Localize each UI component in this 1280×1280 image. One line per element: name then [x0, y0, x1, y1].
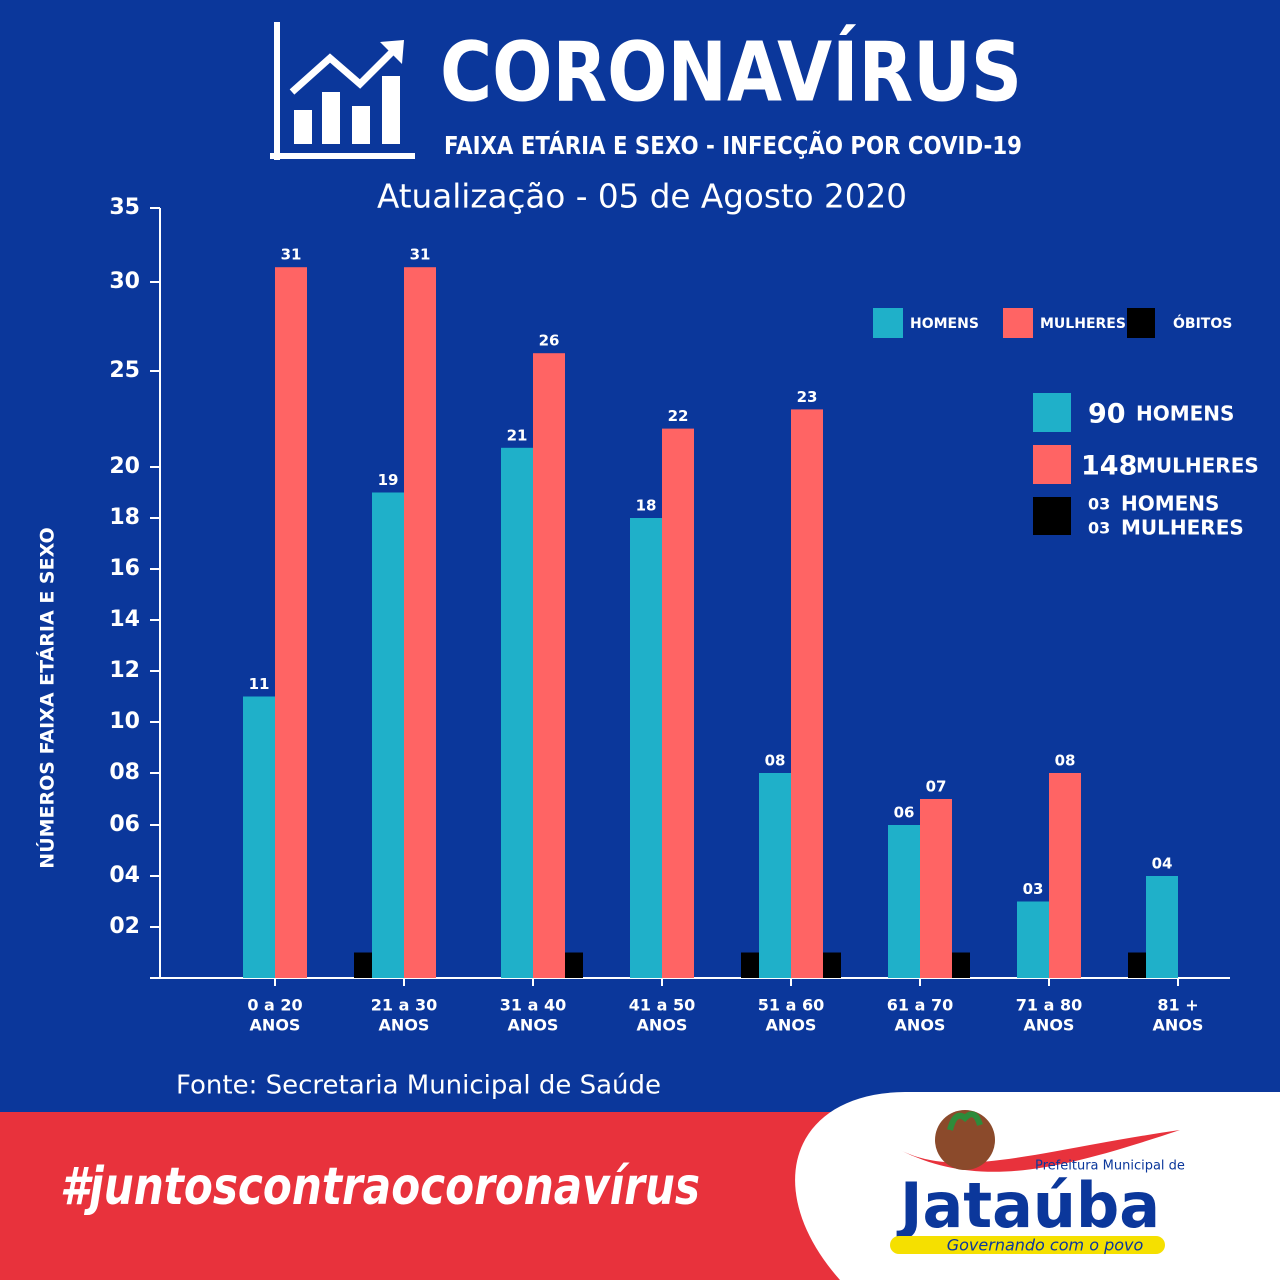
bar-value-label: 18	[636, 497, 657, 515]
x-tick-label: 21 a 30	[371, 996, 437, 1015]
summary-label: HOMENS	[1136, 402, 1234, 426]
bar-value-label: 08	[1055, 752, 1076, 770]
y-tick-label: 30	[109, 269, 140, 294]
bar-value-label: 23	[797, 388, 818, 406]
x-tick-label: ANOS	[895, 1016, 946, 1035]
bar	[662, 428, 694, 979]
deaths-label: HOMENS	[1121, 492, 1219, 516]
subtitle: FAIXA ETÁRIA E SEXO - INFECÇÃO POR COVID…	[444, 131, 1022, 160]
y-tick-label: 16	[109, 556, 140, 581]
bar	[952, 952, 970, 978]
header-icon	[270, 22, 415, 160]
logo-slogan: Governando com o povo	[947, 1236, 1144, 1255]
y-axis-label: NÚMEROS FAIXA ETÁRIA E SEXO	[35, 527, 59, 868]
y-tick-label: 10	[109, 709, 140, 734]
summary-swatch	[1033, 393, 1071, 432]
x-tick-label: 41 a 50	[629, 996, 695, 1015]
summary-swatch	[1033, 497, 1071, 535]
x-tick-label: 0 a 20	[247, 996, 302, 1015]
y-tick-label: 04	[109, 863, 140, 888]
bar	[823, 952, 841, 978]
legend-label: MULHERES	[1040, 316, 1126, 332]
bar-value-label: 31	[410, 246, 431, 264]
bar	[354, 952, 372, 978]
bar-value-label: 21	[507, 426, 528, 444]
bar	[888, 825, 920, 978]
y-tick-label: 35	[109, 195, 140, 220]
summary-count: 90	[1088, 399, 1126, 430]
x-tick-label: ANOS	[250, 1016, 301, 1035]
hashtag: #juntoscontraocoronavírus	[60, 1157, 700, 1217]
logo-emblem	[900, 1110, 1180, 1172]
legend-swatch	[1003, 308, 1033, 338]
deaths-count: 03	[1088, 495, 1110, 514]
title: CORONAVÍRUS	[440, 24, 1022, 120]
x-tick-label: ANOS	[766, 1016, 817, 1035]
y-tick-label: 14	[109, 607, 140, 632]
y-tick-label: 02	[109, 914, 140, 939]
bar	[243, 696, 275, 978]
bar-value-label: 19	[378, 471, 399, 489]
x-tick-label: ANOS	[637, 1016, 688, 1035]
bar	[741, 952, 759, 978]
x-tick-label: ANOS	[1153, 1016, 1204, 1035]
legend-swatch	[1127, 308, 1155, 338]
bar-value-label: 06	[894, 804, 915, 822]
source: Fonte: Secretaria Municipal de Saúde	[176, 1071, 661, 1101]
bar	[1146, 876, 1178, 978]
x-tick-label: ANOS	[508, 1016, 559, 1035]
deaths-label: MULHERES	[1121, 516, 1244, 540]
bar	[372, 492, 404, 978]
legend-swatch	[873, 308, 903, 338]
bar	[1128, 952, 1146, 978]
update-date: Atualização - 05 de Agosto 2020	[377, 177, 907, 216]
bar-value-label: 03	[1023, 880, 1044, 898]
x-tick-label: 71 a 80	[1016, 996, 1082, 1015]
bar	[1017, 901, 1049, 978]
y-tick-label: 25	[109, 358, 140, 383]
legend-label: ÓBITOS	[1173, 314, 1232, 332]
bar	[404, 267, 436, 978]
bar	[533, 353, 565, 978]
bar-value-label: 26	[539, 332, 560, 350]
bar	[275, 267, 307, 978]
deaths-count: 03	[1088, 519, 1110, 538]
y-tick-label: 06	[109, 812, 140, 837]
logo-name: Jataúba	[896, 1169, 1160, 1242]
bar-value-label: 31	[281, 246, 302, 264]
x-tick-label: 61 a 70	[887, 996, 953, 1015]
bar	[759, 773, 791, 978]
logo-panel	[795, 1092, 1280, 1280]
bar-value-label: 11	[249, 675, 270, 693]
summary-swatch	[1033, 445, 1071, 484]
bar	[501, 447, 533, 978]
summary-label: MULHERES	[1136, 454, 1259, 478]
bar	[1049, 773, 1081, 978]
bar-value-label: 04	[1152, 855, 1173, 873]
x-tick-label: 51 a 60	[758, 996, 824, 1015]
bar	[920, 799, 952, 978]
y-tick-label: 20	[109, 454, 140, 479]
bar	[630, 518, 662, 978]
legend-label: HOMENS	[910, 316, 979, 332]
bar-value-label: 07	[926, 778, 947, 796]
x-tick-label: ANOS	[379, 1016, 430, 1035]
bar-value-label: 22	[668, 407, 689, 425]
logo-top-text: Prefeitura Municipal de	[1035, 1159, 1185, 1174]
logo-ribbon	[890, 1236, 1165, 1254]
bar	[791, 409, 823, 978]
summary-count: 148	[1081, 451, 1137, 482]
bar	[565, 952, 583, 978]
y-tick-label: 12	[109, 658, 140, 683]
y-tick-label: 08	[109, 760, 140, 785]
x-tick-label: ANOS	[1024, 1016, 1075, 1035]
x-tick-label: 31 a 40	[500, 996, 566, 1015]
bar-value-label: 08	[765, 752, 786, 770]
y-tick-label: 18	[109, 505, 140, 530]
x-tick-label: 81 +	[1157, 996, 1198, 1015]
